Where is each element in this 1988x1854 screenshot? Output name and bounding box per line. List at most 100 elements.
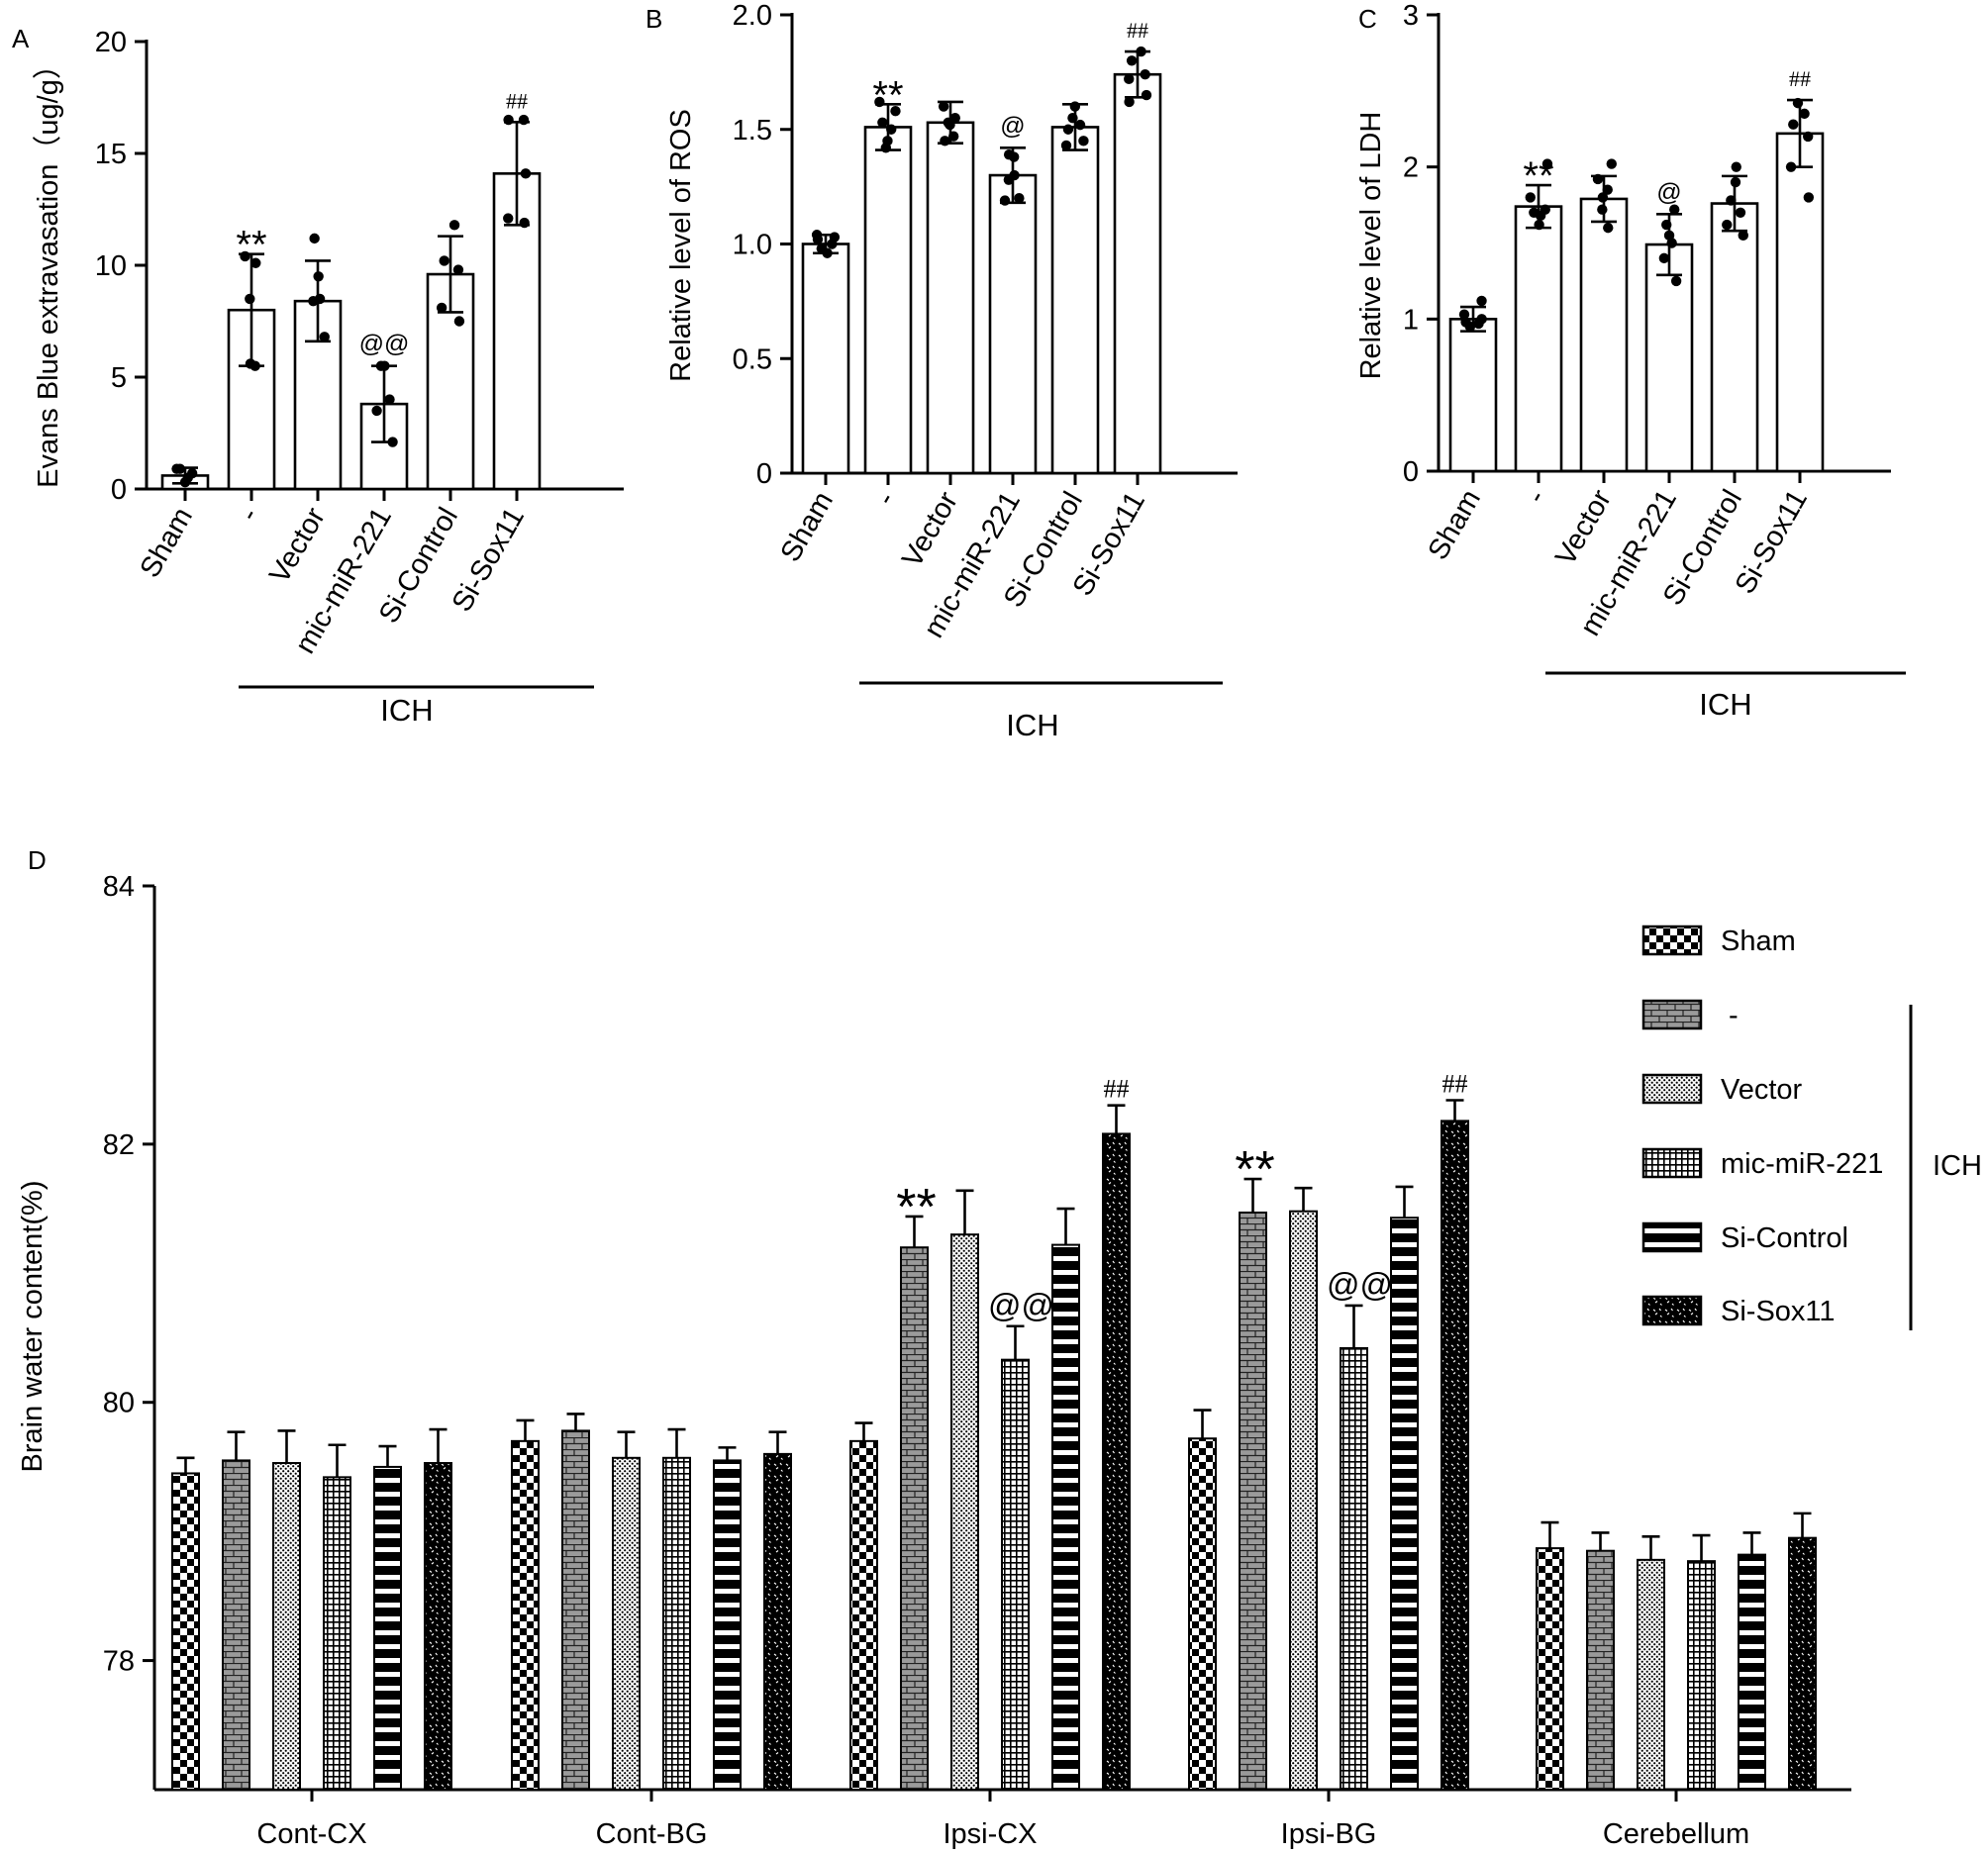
data-point — [816, 243, 828, 254]
bar — [1239, 1211, 1267, 1791]
y-tick-label: 0 — [1403, 456, 1419, 488]
bar — [763, 1452, 792, 1792]
bar — [1687, 1560, 1716, 1792]
data-point — [384, 394, 395, 405]
legend-group-label: ICH — [1933, 1150, 1982, 1182]
bar — [561, 1429, 590, 1791]
y-axis-label: Evans Blue extravasation（ug/g） — [33, 50, 64, 488]
data-point — [1074, 119, 1086, 131]
category-label: Cerebellum — [1603, 1818, 1749, 1850]
bar — [323, 1476, 351, 1792]
significance-label: @ — [1656, 178, 1681, 206]
data-point — [829, 232, 841, 243]
data-point — [1014, 193, 1025, 204]
bar — [612, 1456, 641, 1791]
bar — [171, 1472, 200, 1791]
category-label: - — [234, 503, 266, 527]
category-label: Cont-BG — [596, 1818, 708, 1850]
significance-label: ## — [1127, 18, 1148, 43]
significance-label: ## — [1442, 1070, 1468, 1099]
data-point — [436, 302, 447, 314]
y-tick-label: 78 — [103, 1646, 135, 1678]
data-point — [503, 213, 514, 224]
y-tick-label: 15 — [95, 139, 127, 170]
bar — [1637, 1558, 1665, 1792]
category-label: Ipsi-CX — [943, 1818, 1037, 1850]
category-label: Sham — [774, 487, 840, 568]
data-point — [186, 467, 198, 479]
data-point — [1731, 161, 1741, 172]
y-tick-label: 0 — [111, 474, 127, 506]
data-point — [1597, 192, 1609, 203]
legend-label: - — [1729, 1000, 1739, 1031]
bar — [926, 121, 975, 475]
group-label: ICH — [1699, 687, 1751, 722]
data-point — [1067, 112, 1078, 124]
legend-swatch — [1641, 999, 1703, 1030]
bar — [1586, 1549, 1615, 1792]
bar — [1001, 1358, 1030, 1791]
y-tick-label: 80 — [103, 1388, 135, 1419]
y-tick-label: 82 — [103, 1129, 135, 1161]
bar — [1102, 1132, 1131, 1791]
legend-label: Si-Control — [1721, 1222, 1848, 1254]
significance-label: ** — [1235, 1141, 1274, 1199]
data-point — [1606, 158, 1617, 169]
bar — [950, 1233, 979, 1791]
data-point — [1602, 184, 1613, 195]
data-point — [1476, 314, 1487, 325]
data-point — [1140, 68, 1150, 80]
bar — [511, 1439, 540, 1792]
data-point — [309, 233, 320, 244]
significance-label: @@ — [988, 1287, 1054, 1323]
data-point — [947, 131, 959, 142]
data-point — [503, 114, 514, 126]
y-tick-label: 3 — [1403, 0, 1419, 32]
bar — [1579, 197, 1629, 473]
data-point — [245, 293, 255, 305]
y-tick-label: 1.5 — [733, 115, 772, 146]
data-point — [882, 136, 893, 146]
category-label: Sham — [1422, 485, 1487, 566]
bar — [272, 1462, 301, 1792]
bar — [1536, 1547, 1564, 1791]
data-point — [1136, 46, 1146, 57]
data-point — [1458, 309, 1470, 320]
bar — [1340, 1346, 1368, 1792]
legend-swatch — [1641, 1147, 1703, 1179]
data-point — [1592, 173, 1604, 185]
data-point — [1003, 149, 1015, 160]
y-tick-label: 0 — [756, 458, 772, 490]
data-point — [1060, 140, 1072, 151]
significance-label: ## — [1789, 66, 1811, 91]
data-point — [811, 230, 823, 241]
significance-label: ** — [896, 1179, 936, 1236]
panel-a: A 0 5 10 15 20 Evans Blue extravasation（ug/g） S… — [12, 24, 624, 728]
legend-swatch — [1641, 1073, 1703, 1105]
significance-label: @@ — [359, 331, 410, 358]
bar — [863, 126, 913, 475]
data-point — [1735, 207, 1746, 218]
y-axis-label: Relative level of LDH — [1355, 112, 1387, 380]
data-point — [452, 264, 464, 275]
bar — [1448, 318, 1498, 473]
y-tick-label: 10 — [95, 250, 127, 282]
data-point — [518, 114, 530, 126]
bar — [1441, 1120, 1469, 1791]
category-label: Cont-CX — [256, 1818, 366, 1850]
data-point — [1126, 55, 1138, 66]
bar — [1775, 132, 1825, 473]
significance-label: @ — [1000, 112, 1025, 140]
bar — [801, 243, 850, 475]
data-point — [313, 271, 324, 282]
data-point — [314, 293, 326, 305]
data-point — [448, 220, 460, 231]
category-label: Vector — [896, 486, 964, 572]
data-point — [1124, 73, 1135, 85]
y-tick-label: 1 — [1403, 304, 1419, 336]
legend-label: Sham — [1721, 926, 1796, 957]
data-point — [940, 136, 950, 146]
data-point — [1738, 230, 1748, 242]
data-point — [1540, 204, 1550, 215]
